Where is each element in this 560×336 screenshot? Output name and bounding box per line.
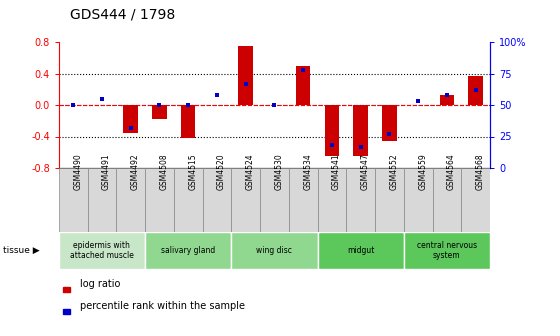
Bar <box>404 232 490 269</box>
Bar <box>289 168 318 232</box>
Bar <box>174 168 203 232</box>
Bar <box>296 67 310 105</box>
Text: GSM4508: GSM4508 <box>160 153 169 190</box>
Text: GSM4515: GSM4515 <box>188 153 197 190</box>
Bar <box>231 232 318 269</box>
Bar <box>152 105 167 119</box>
Bar <box>325 105 339 156</box>
Bar <box>231 168 260 232</box>
Text: GSM4552: GSM4552 <box>389 153 398 190</box>
Text: GSM4524: GSM4524 <box>246 153 255 190</box>
Bar <box>260 168 289 232</box>
Bar <box>181 105 195 138</box>
Bar <box>382 105 396 141</box>
Bar <box>63 309 71 314</box>
Bar <box>116 168 145 232</box>
Bar <box>59 232 145 269</box>
Text: GSM4520: GSM4520 <box>217 153 226 190</box>
Bar <box>404 168 432 232</box>
Bar <box>145 232 231 269</box>
Bar <box>353 105 368 156</box>
Bar <box>59 168 87 232</box>
Text: GSM4559: GSM4559 <box>418 153 427 190</box>
Text: log ratio: log ratio <box>81 280 121 289</box>
Text: GSM4534: GSM4534 <box>303 153 312 190</box>
Bar <box>203 168 231 232</box>
Bar <box>318 168 346 232</box>
Text: GSM4492: GSM4492 <box>130 153 139 190</box>
Text: GSM4564: GSM4564 <box>447 153 456 190</box>
Text: GSM4491: GSM4491 <box>102 153 111 190</box>
Text: central nervous
system: central nervous system <box>417 241 477 260</box>
Text: epidermis with
attached muscle: epidermis with attached muscle <box>70 241 134 260</box>
Bar <box>63 287 71 292</box>
Text: GDS444 / 1798: GDS444 / 1798 <box>70 8 175 22</box>
Text: GSM4568: GSM4568 <box>475 153 484 190</box>
Bar <box>432 168 461 232</box>
Bar <box>440 95 454 105</box>
Bar <box>346 168 375 232</box>
Text: GSM4541: GSM4541 <box>332 153 341 190</box>
Text: GSM4530: GSM4530 <box>274 153 283 190</box>
Text: wing disc: wing disc <box>256 246 292 255</box>
Bar <box>87 168 116 232</box>
Text: percentile rank within the sample: percentile rank within the sample <box>81 301 245 311</box>
Bar <box>375 168 404 232</box>
Text: GSM4547: GSM4547 <box>361 153 370 190</box>
Bar <box>123 105 138 133</box>
Bar <box>461 168 490 232</box>
Bar <box>318 232 404 269</box>
Bar <box>145 168 174 232</box>
Text: GSM4490: GSM4490 <box>73 153 82 190</box>
Bar <box>468 76 483 105</box>
Text: salivary gland: salivary gland <box>161 246 215 255</box>
Text: tissue ▶: tissue ▶ <box>3 246 39 255</box>
Text: midgut: midgut <box>347 246 374 255</box>
Bar <box>239 46 253 105</box>
